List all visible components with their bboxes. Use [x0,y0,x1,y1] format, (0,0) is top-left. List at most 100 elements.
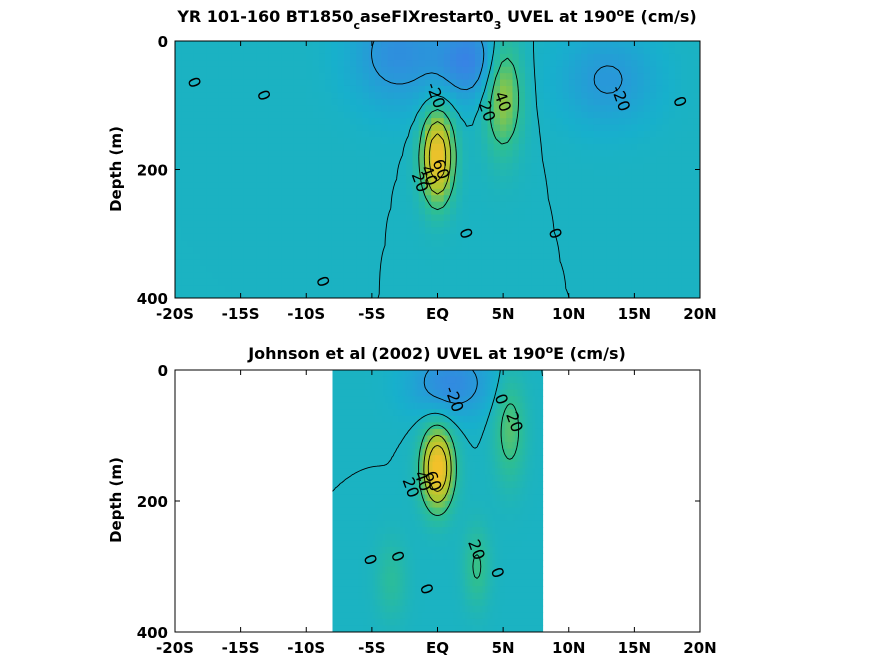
field-cell [281,208,288,215]
field-cell [238,125,245,132]
field-cell [656,67,663,74]
field-cell [256,272,263,279]
field-cell [225,202,232,209]
field-cell [375,157,382,164]
field-cell [594,195,601,202]
field-cell [638,150,645,157]
field-cell [225,279,232,286]
field-cell [231,47,238,54]
field-cell [581,54,588,61]
field-cell [444,272,451,279]
field-cell [250,144,257,151]
field-cell [350,99,357,106]
field-cell [606,163,613,170]
field-cell [550,240,557,247]
field-cell [188,170,195,177]
field-cell [663,112,670,119]
field-cell [488,170,495,177]
field-cell [200,285,207,292]
field-cell [663,253,670,260]
field-cell [406,214,413,221]
field-cell [581,41,588,48]
field-cell [631,157,638,164]
field-cell [475,182,482,189]
field-cell [650,176,657,183]
field-cell [519,163,526,170]
field-cell [275,163,282,170]
field-cell [688,176,695,183]
field-cell [463,208,470,215]
field-cell [500,234,507,241]
x-tick-label: 20N [683,305,716,323]
field-cell [588,157,595,164]
field-cell [606,234,613,241]
field-cell [456,182,463,189]
field-cell [206,279,213,286]
field-cell [406,157,413,164]
field-cell [350,182,357,189]
field-cell [544,253,551,260]
field-cell [363,131,370,138]
field-cell [363,118,370,125]
field-cell [331,234,338,241]
field-cell [581,144,588,151]
field-cell [681,60,688,67]
field-cell [194,137,201,144]
field-cell [225,105,232,112]
field-cell [669,259,676,266]
field-cell [394,227,401,234]
field-cell [394,202,401,209]
field-cell [556,163,563,170]
field-cell [675,208,682,215]
field-cell [344,137,351,144]
field-cell [531,144,538,151]
field-cell [431,259,438,266]
field-cell [631,131,638,138]
field-cell [369,182,376,189]
field-cell [356,150,363,157]
field-cell [594,157,601,164]
field-cell [394,99,401,106]
field-cell [569,272,576,279]
field-cell [219,131,226,138]
field-cell [650,285,657,292]
field-cell [638,144,645,151]
field-cell [175,234,182,241]
field-cell [538,86,545,93]
field-cell [600,137,607,144]
field-cell [344,195,351,202]
field-cell [594,182,601,189]
field-cell [188,131,195,138]
field-cell [375,99,382,106]
field-cell [425,259,432,266]
field-cell [400,189,407,196]
field-cell [269,189,276,196]
field-cell [663,208,670,215]
field-cell [656,144,663,151]
field-cell [644,240,651,247]
field-cell [319,73,326,80]
field-cell [181,253,188,260]
field-cell [206,150,213,157]
field-cell [456,170,463,177]
field-cell [606,41,613,48]
field-cell [619,266,626,273]
field-cell [256,105,263,112]
field-cell [656,118,663,125]
field-cell [344,131,351,138]
field-cell [313,86,320,93]
field-cell [688,285,695,292]
field-cell [663,170,670,177]
field-cell [388,279,395,286]
field-cell [238,176,245,183]
field-cell [356,67,363,74]
field-cell [494,234,501,241]
field-cell [413,253,420,260]
field-cell [400,285,407,292]
field-cell [394,112,401,119]
field-cell [200,112,207,119]
field-cell [269,221,276,228]
field-cell [594,272,601,279]
field-cell [294,253,301,260]
field-cell [319,144,326,151]
